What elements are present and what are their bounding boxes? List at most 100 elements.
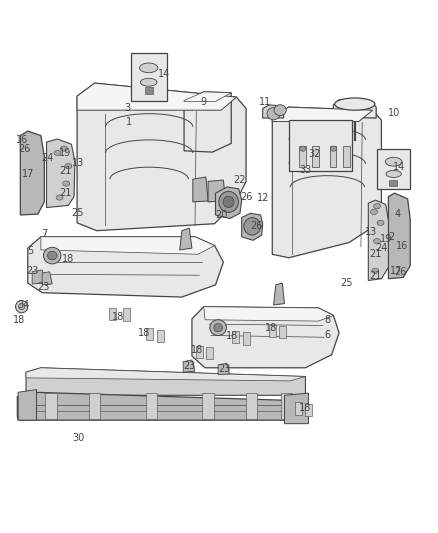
Ellipse shape xyxy=(56,195,63,200)
Ellipse shape xyxy=(267,108,280,120)
Ellipse shape xyxy=(18,304,25,310)
Text: 21: 21 xyxy=(59,166,71,176)
Text: 25: 25 xyxy=(340,278,353,288)
Ellipse shape xyxy=(244,217,261,235)
Ellipse shape xyxy=(330,146,336,151)
Text: 8: 8 xyxy=(324,315,330,325)
Polygon shape xyxy=(41,237,215,254)
Text: 23: 23 xyxy=(218,364,230,374)
Ellipse shape xyxy=(386,171,401,177)
Ellipse shape xyxy=(223,196,234,207)
Polygon shape xyxy=(17,392,307,420)
Text: 1: 1 xyxy=(127,117,133,127)
Bar xyxy=(343,146,350,167)
Text: 26: 26 xyxy=(18,144,31,155)
Text: 9: 9 xyxy=(201,98,207,107)
Polygon shape xyxy=(281,393,292,419)
Polygon shape xyxy=(45,393,57,419)
Ellipse shape xyxy=(43,247,61,264)
Text: 19: 19 xyxy=(380,235,392,245)
Text: 18: 18 xyxy=(112,312,124,322)
Polygon shape xyxy=(184,92,231,101)
Text: 23: 23 xyxy=(37,282,49,293)
Polygon shape xyxy=(208,180,226,202)
Text: 10: 10 xyxy=(388,108,400,118)
Polygon shape xyxy=(193,177,208,202)
Text: 17: 17 xyxy=(21,169,34,179)
Ellipse shape xyxy=(300,146,306,151)
Ellipse shape xyxy=(63,181,70,186)
Polygon shape xyxy=(183,360,195,372)
Text: 18: 18 xyxy=(13,315,25,325)
Polygon shape xyxy=(389,180,397,185)
Polygon shape xyxy=(26,368,305,395)
Polygon shape xyxy=(180,228,192,250)
Polygon shape xyxy=(215,187,242,219)
Text: 20: 20 xyxy=(215,210,227,220)
Polygon shape xyxy=(42,272,52,285)
Text: 19: 19 xyxy=(59,148,71,158)
Polygon shape xyxy=(246,393,258,419)
Bar xyxy=(330,146,336,167)
Polygon shape xyxy=(184,92,231,152)
Polygon shape xyxy=(263,105,284,118)
Polygon shape xyxy=(272,107,373,122)
Polygon shape xyxy=(146,393,157,419)
Polygon shape xyxy=(146,328,152,340)
Text: 26: 26 xyxy=(394,266,406,277)
Text: 18: 18 xyxy=(226,332,238,341)
Text: 21: 21 xyxy=(59,188,71,198)
Polygon shape xyxy=(77,83,237,110)
Polygon shape xyxy=(333,100,376,118)
Text: 18: 18 xyxy=(62,254,74,264)
Ellipse shape xyxy=(274,105,286,116)
Bar xyxy=(377,149,410,189)
Ellipse shape xyxy=(374,204,381,209)
Polygon shape xyxy=(279,326,286,338)
Polygon shape xyxy=(204,306,333,321)
Polygon shape xyxy=(202,393,214,419)
Text: 4: 4 xyxy=(394,209,400,219)
Polygon shape xyxy=(269,325,276,337)
Text: 22: 22 xyxy=(234,175,246,185)
Text: 16: 16 xyxy=(16,135,28,145)
Polygon shape xyxy=(196,345,203,358)
Polygon shape xyxy=(26,368,305,381)
Text: 18: 18 xyxy=(138,328,150,338)
Text: 18: 18 xyxy=(299,403,311,414)
Text: 26: 26 xyxy=(240,192,252,201)
Polygon shape xyxy=(18,390,36,420)
Polygon shape xyxy=(389,193,410,279)
Text: 7: 7 xyxy=(41,229,47,239)
Polygon shape xyxy=(145,87,152,94)
Text: 21: 21 xyxy=(369,249,381,259)
Polygon shape xyxy=(232,331,239,343)
Ellipse shape xyxy=(335,98,375,110)
Bar xyxy=(131,53,166,101)
Text: 13: 13 xyxy=(72,158,85,167)
Polygon shape xyxy=(20,131,44,215)
Polygon shape xyxy=(274,283,285,305)
Ellipse shape xyxy=(15,301,28,313)
Text: 18: 18 xyxy=(265,324,278,334)
Ellipse shape xyxy=(140,63,158,72)
Ellipse shape xyxy=(377,220,384,225)
Ellipse shape xyxy=(385,157,402,166)
Text: 14: 14 xyxy=(393,162,405,172)
Polygon shape xyxy=(192,306,339,368)
Ellipse shape xyxy=(47,251,57,260)
Text: 24: 24 xyxy=(375,243,388,253)
Ellipse shape xyxy=(214,324,223,332)
Text: 5: 5 xyxy=(27,246,34,256)
Text: 24: 24 xyxy=(42,153,54,163)
Text: 25: 25 xyxy=(71,208,83,218)
Polygon shape xyxy=(109,308,116,320)
Polygon shape xyxy=(295,402,302,415)
Polygon shape xyxy=(32,270,45,284)
Text: 23: 23 xyxy=(26,266,38,276)
Polygon shape xyxy=(218,364,230,375)
Text: 18: 18 xyxy=(191,345,203,356)
Polygon shape xyxy=(368,200,389,280)
Text: 11: 11 xyxy=(259,98,271,107)
Text: 12: 12 xyxy=(257,192,269,203)
